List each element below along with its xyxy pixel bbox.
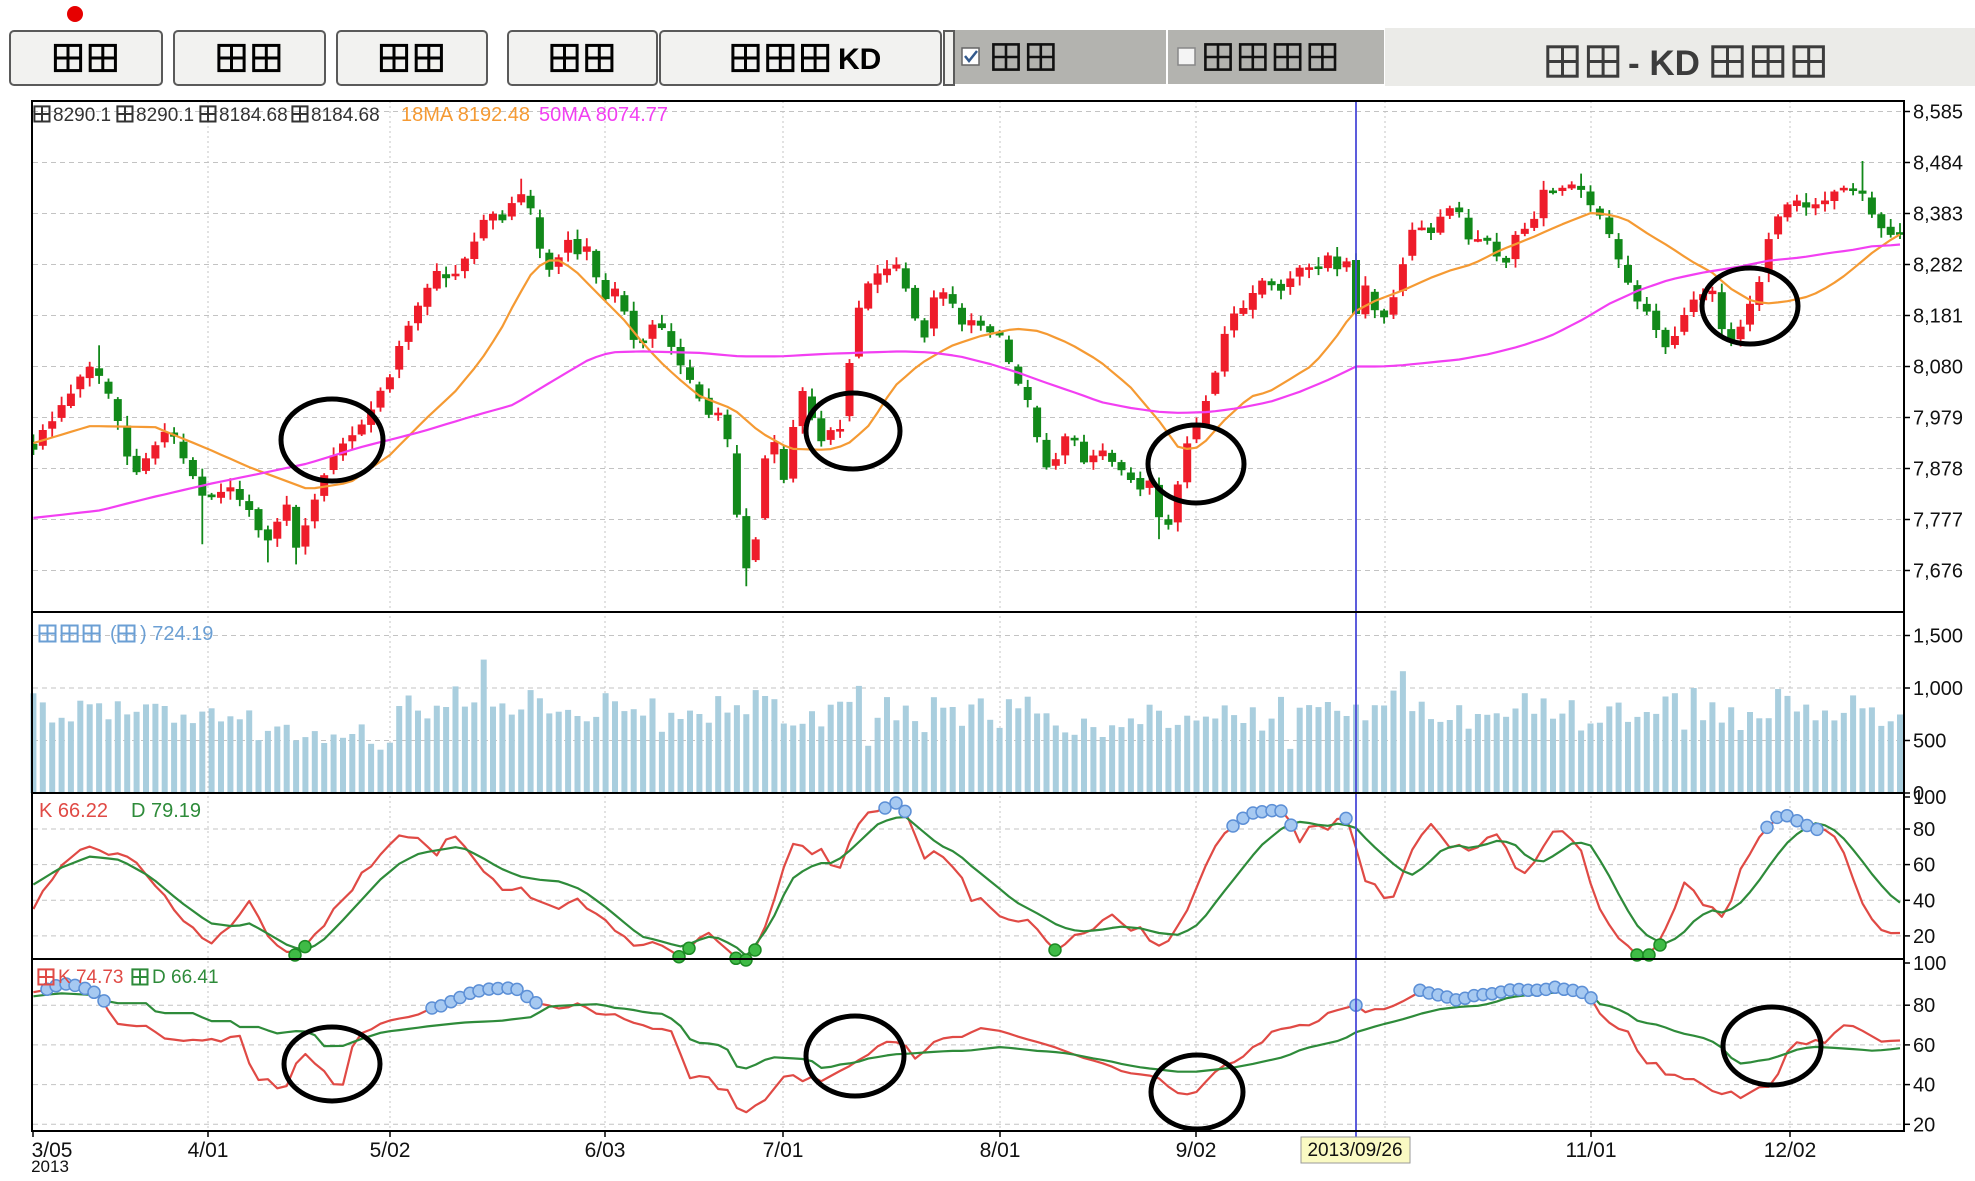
svg-text:60: 60 (1913, 855, 1935, 877)
svg-text:(: ( (110, 623, 117, 645)
svg-text:- KD: - KD (1628, 44, 1700, 83)
svg-text:50MA 8074.77: 50MA 8074.77 (539, 104, 668, 126)
svg-text:2013: 2013 (31, 1157, 69, 1176)
svg-text:8,080: 8,080 (1913, 357, 1963, 379)
svg-text:K 66.22: K 66.22 (39, 800, 108, 822)
svg-text:8290.1: 8290.1 (136, 105, 194, 126)
svg-text:8290.1: 8290.1 (53, 105, 111, 126)
svg-text:18MA 8192.48: 18MA 8192.48 (401, 104, 530, 126)
svg-text:0: 0 (1913, 783, 1924, 805)
svg-text:3/05: 3/05 (32, 1139, 73, 1162)
svg-text:80: 80 (1913, 995, 1935, 1017)
svg-text:8/01: 8/01 (980, 1139, 1021, 1162)
svg-text:60: 60 (1913, 1035, 1935, 1057)
svg-text:12/02: 12/02 (1764, 1139, 1817, 1162)
svg-text:2013/09/26: 2013/09/26 (1307, 1140, 1402, 1161)
svg-text:500: 500 (1913, 731, 1946, 753)
svg-text:8184.68: 8184.68 (311, 105, 380, 126)
svg-text:20: 20 (1913, 926, 1935, 948)
svg-text:) 724.19: ) 724.19 (140, 623, 213, 645)
svg-text:8,585: 8,585 (1913, 102, 1963, 124)
svg-text:80: 80 (1913, 819, 1935, 841)
svg-text:40: 40 (1913, 1075, 1935, 1097)
svg-text:11/01: 11/01 (1566, 1139, 1617, 1162)
svg-text:100: 100 (1913, 953, 1946, 975)
svg-text:K 74.73: K 74.73 (58, 967, 124, 988)
svg-text:8,383: 8,383 (1913, 204, 1963, 226)
svg-text:7/01: 7/01 (763, 1139, 804, 1162)
svg-text:1,000: 1,000 (1913, 678, 1963, 700)
svg-text:KD: KD (838, 43, 881, 76)
svg-text:100: 100 (1913, 787, 1946, 809)
svg-text:4/01: 4/01 (188, 1139, 229, 1162)
svg-text:5/02: 5/02 (370, 1139, 411, 1162)
svg-text:7,878: 7,878 (1913, 459, 1963, 481)
svg-text:7,676: 7,676 (1913, 561, 1963, 583)
svg-text:D 79.19: D 79.19 (131, 800, 201, 822)
svg-text:8,181: 8,181 (1913, 306, 1963, 328)
svg-text:8,282: 8,282 (1913, 255, 1963, 277)
svg-text:7,979: 7,979 (1913, 408, 1963, 430)
svg-text:20: 20 (1913, 1114, 1935, 1136)
svg-text:40: 40 (1913, 890, 1935, 912)
svg-text:8,484: 8,484 (1913, 153, 1963, 175)
svg-text:1,500: 1,500 (1913, 626, 1963, 648)
svg-text:D 66.41: D 66.41 (152, 967, 219, 988)
svg-text:9/02: 9/02 (1176, 1139, 1217, 1162)
svg-text:8184.68: 8184.68 (219, 105, 288, 126)
svg-text:6/03: 6/03 (585, 1139, 626, 1162)
svg-text:7,777: 7,777 (1913, 510, 1963, 532)
